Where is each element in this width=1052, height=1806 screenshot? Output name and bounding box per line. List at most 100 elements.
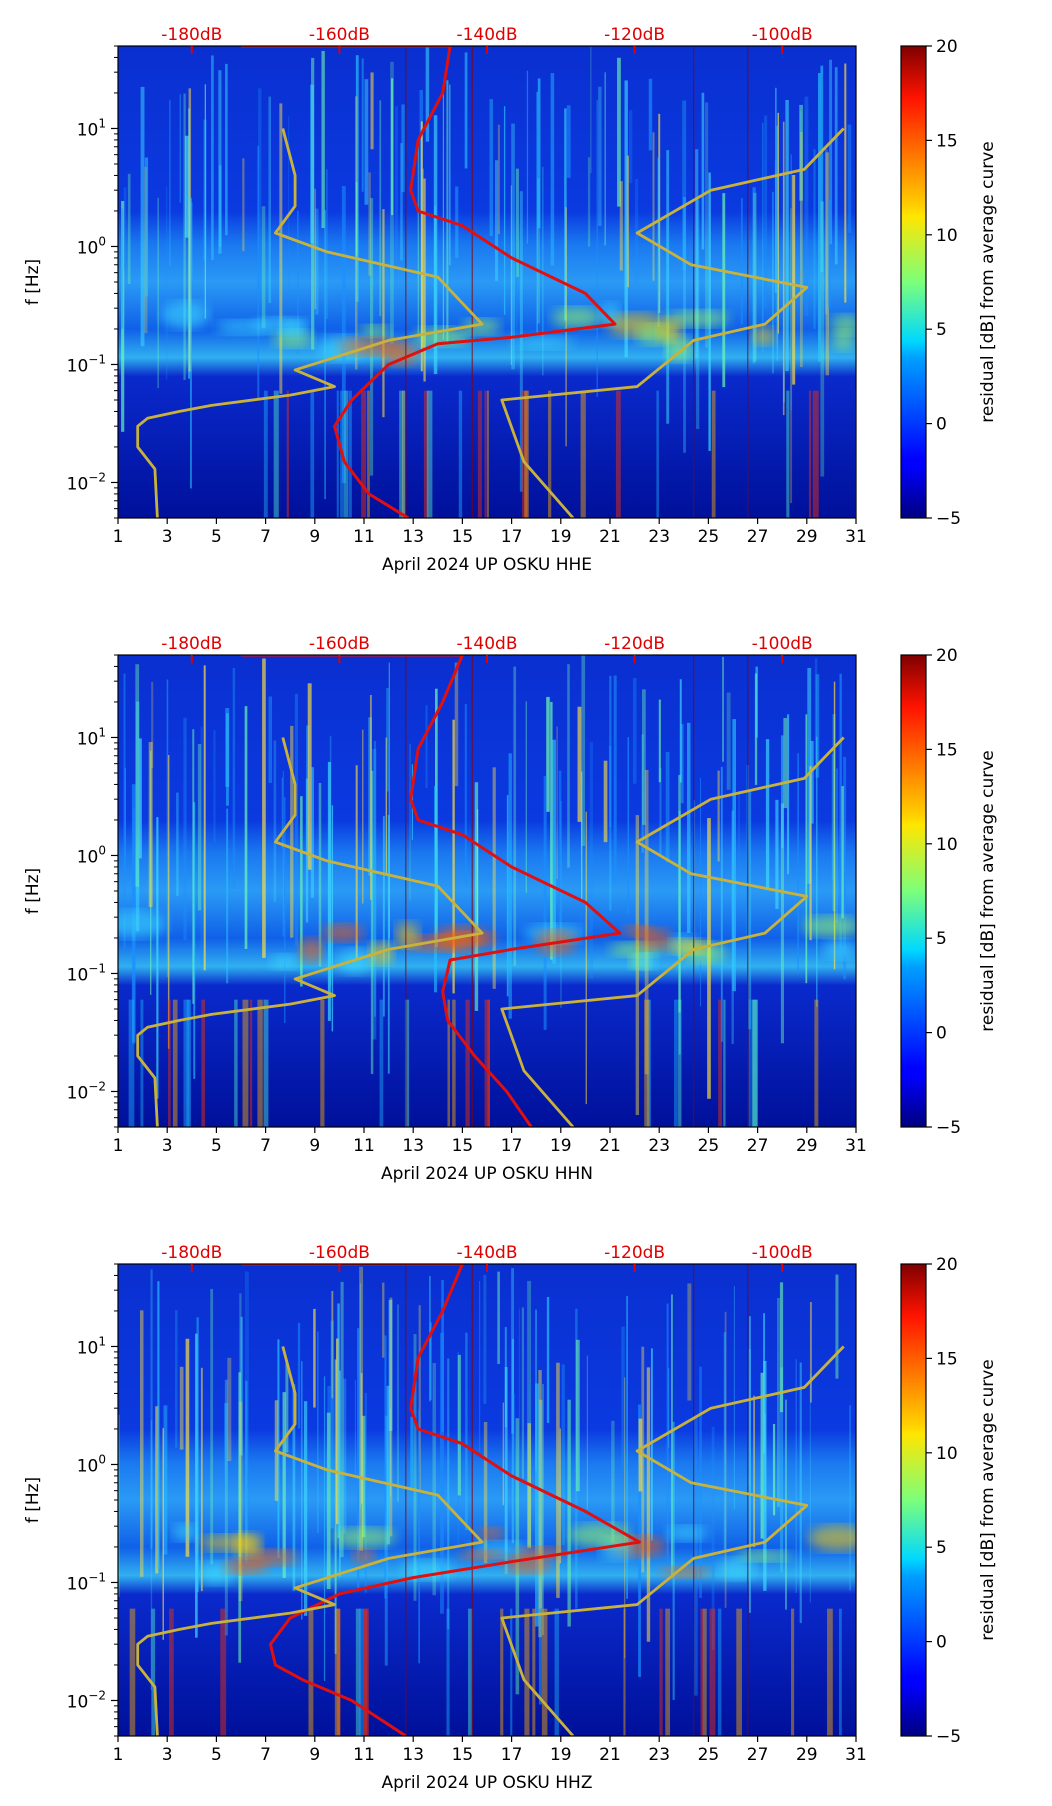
burst-stripe xyxy=(506,795,509,997)
top-db-label: -140dB xyxy=(456,1243,517,1263)
burst-stripe xyxy=(175,1310,178,1448)
burst-stripe xyxy=(268,696,273,783)
burst-stripe xyxy=(679,679,682,783)
burst-stripe xyxy=(156,817,159,1099)
burst-stripe xyxy=(200,1367,203,1592)
chart-panel-3: 1 3 5 7 9 11 13 15 17 19 21 23 25 27 29 3110110010−110−… xyxy=(23,1243,998,1793)
burst-stripe xyxy=(327,761,331,1021)
burst-stripe xyxy=(799,1362,802,1624)
burst-stripe xyxy=(155,1406,159,1574)
energy-blob xyxy=(299,937,324,963)
energy-blob xyxy=(279,320,307,338)
burst-stripe xyxy=(515,168,519,278)
lowfreq-column xyxy=(399,390,404,518)
burst-stripe xyxy=(127,173,131,284)
burst-stripe xyxy=(671,1294,673,1575)
energy-blob xyxy=(665,335,693,362)
lowfreq-column xyxy=(183,999,190,1127)
lowfreq-column xyxy=(348,390,352,518)
burst-stripe xyxy=(780,803,784,1044)
energy-blob xyxy=(633,953,658,970)
lowfreq-column xyxy=(286,390,289,518)
burst-stripe xyxy=(755,666,758,738)
colorbar-tick-label: 0 xyxy=(936,1633,947,1653)
x-tick-label: 1 xyxy=(113,1136,124,1156)
burst-stripe xyxy=(748,1316,751,1613)
burst-stripe xyxy=(828,199,831,308)
burst-stripe xyxy=(369,694,372,900)
burst-stripe xyxy=(783,717,788,809)
burst-stripe xyxy=(162,1428,164,1640)
burst-stripe xyxy=(604,72,606,246)
colorbar-gradient xyxy=(900,654,927,1128)
burst-stripe xyxy=(409,743,411,901)
burst-stripe xyxy=(195,1333,198,1638)
burst-stripe xyxy=(779,1282,784,1413)
burst-stripe xyxy=(511,1268,514,1434)
y-tick-base: 10 xyxy=(77,120,99,140)
burst-stripe xyxy=(169,99,171,267)
x-tick-label: 9 xyxy=(309,1745,320,1765)
burst-stripe xyxy=(644,769,649,1075)
lowfreq-column xyxy=(320,999,325,1127)
x-tick-label: 11 xyxy=(353,1745,375,1765)
burst-stripe xyxy=(425,705,428,789)
burst-stripe xyxy=(245,1380,248,1564)
burst-stripe xyxy=(641,1346,645,1573)
colorbar-tick-label: 5 xyxy=(936,929,947,949)
energy-blob xyxy=(808,1525,856,1552)
burst-stripe xyxy=(179,1366,184,1450)
x-tick-label: 11 xyxy=(353,527,375,547)
burst-stripe xyxy=(413,1334,417,1601)
colorbar-tick-label: 10 xyxy=(936,226,958,246)
burst-stripe xyxy=(638,1418,643,1492)
burst-stripe xyxy=(836,768,838,923)
burst-stripe xyxy=(785,100,789,372)
burst-stripe xyxy=(163,1405,168,1555)
burst-stripe xyxy=(627,737,630,914)
burst-stripe xyxy=(699,1366,702,1599)
burst-stripe xyxy=(305,778,309,923)
burst-stripe xyxy=(197,744,202,911)
burst-stripe xyxy=(775,87,777,293)
burst-stripe xyxy=(720,766,723,1042)
burst-stripe xyxy=(139,1310,144,1577)
lowfreq-column xyxy=(521,390,528,518)
burst-stripe xyxy=(395,106,398,279)
burst-stripe xyxy=(166,186,168,380)
top-db-label: -160dB xyxy=(309,25,370,45)
x-tick-label: 5 xyxy=(211,1136,222,1156)
energy-blob xyxy=(458,1549,506,1561)
y-tick-base: 10 xyxy=(67,474,89,494)
burst-stripe xyxy=(364,79,369,205)
burst-stripe xyxy=(726,692,731,790)
burst-stripe xyxy=(150,1420,153,1691)
burst-stripe xyxy=(546,696,550,812)
colorbar-tick-label: 20 xyxy=(936,1255,958,1275)
y-tick-label: 101 xyxy=(77,116,106,140)
lowfreq-column xyxy=(220,1608,227,1736)
lowfreq-column xyxy=(665,1608,671,1736)
burst-stripe xyxy=(609,675,612,911)
burst-stripe xyxy=(590,46,592,174)
x-tick-label: 1 xyxy=(113,1745,124,1765)
burst-stripe xyxy=(330,1320,334,1529)
y-tick-exponent: −2 xyxy=(88,1079,106,1093)
lowfreq-column xyxy=(404,999,410,1127)
burst-stripe xyxy=(457,1354,461,1496)
burst-stripe xyxy=(817,73,821,362)
burst-stripe xyxy=(581,771,583,903)
burst-stripe xyxy=(483,1274,487,1404)
x-tick-label: 25 xyxy=(698,1136,720,1156)
burst-stripe xyxy=(596,100,598,398)
lowfreq-column xyxy=(717,1608,722,1736)
burst-stripe xyxy=(323,1376,326,1682)
energy-blob xyxy=(823,939,856,960)
lowfreq-column xyxy=(484,999,491,1127)
burst-stripe xyxy=(628,110,633,184)
burst-stripe xyxy=(446,80,449,342)
colorbar-tick-label: 0 xyxy=(936,415,947,435)
energy-blob xyxy=(803,915,856,938)
burst-stripe xyxy=(587,157,591,247)
y-tick-exponent: 1 xyxy=(98,116,106,130)
